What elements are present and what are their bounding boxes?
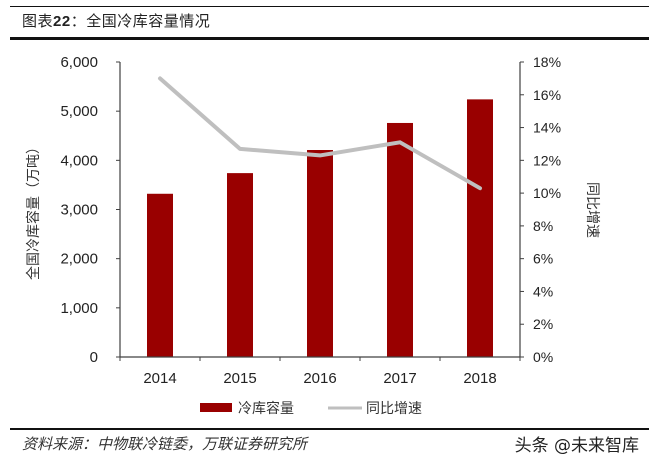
title-number: 22 [53,13,71,30]
right-tick-label: 8% [533,218,553,234]
left-tick-label: 2,000 [60,251,98,268]
left-tick-label: 6,000 [60,54,98,71]
source-note: 资料来源：中物联冷链委，万联证券研究所 [22,435,308,453]
source-rule [10,428,649,430]
x-tick-label: 2018 [463,370,496,387]
right-tick-label: 14% [533,120,561,136]
left-tick-label: 4,000 [60,152,98,169]
left-tick-label: 0 [90,349,98,366]
legend: 冷库容量 同比增速 [200,400,422,417]
x-axis: 2014 2015 2016 2017 2018 [119,356,521,387]
x-tick-label: 2016 [303,370,336,387]
left-tick-label: 1,000 [60,300,98,317]
left-axis-title: 全国冷库容量（万吨） [25,140,42,280]
right-tick-label: 16% [533,87,561,103]
chart-title: 图表22：全国冷库容量情况 [22,10,210,31]
bar [467,99,493,357]
left-axis: 0 1,000 2,000 3,000 4,000 5,000 6,000 [60,54,121,366]
bar [387,122,413,357]
right-tick-label: 0% [533,349,553,365]
line-series [158,76,482,191]
title-underline [10,37,649,40]
right-tick-label: 4% [533,283,553,299]
x-tick-label: 2015 [223,370,256,387]
x-tick-label: 2014 [143,370,176,387]
title-text: ：全国冷库容量情况 [70,12,211,30]
title-prefix: 图表 [22,12,54,30]
top-rule-thin [10,6,649,7]
bar [227,173,253,357]
legend-label-line: 同比增速 [366,401,422,417]
left-tick-label: 3,000 [60,202,98,219]
left-tick-label: 5,000 [60,103,98,120]
right-axis: 0% 2% 4% 6% 8% 10% 12% 14% 16% 18% [519,54,561,365]
chart-area: 0 1,000 2,000 3,000 4,000 5,000 6,000 0% 2% 4% 6%… [25,54,600,417]
bar-series [147,99,493,357]
right-axis-title: 同比增速 [584,182,600,238]
right-tick-label: 10% [533,185,561,201]
right-tick-label: 18% [533,54,561,70]
right-tick-label: 6% [533,251,553,267]
x-tick-label: 2017 [383,370,416,387]
watermark: 头条 @未来智库 [514,436,639,456]
legend-swatch-bar [200,403,232,412]
bar [307,150,333,357]
growth-line [158,76,482,191]
right-tick-label: 12% [533,152,561,168]
legend-label-bar: 冷库容量 [238,400,294,417]
right-tick-label: 2% [533,316,553,332]
bar [147,193,173,357]
